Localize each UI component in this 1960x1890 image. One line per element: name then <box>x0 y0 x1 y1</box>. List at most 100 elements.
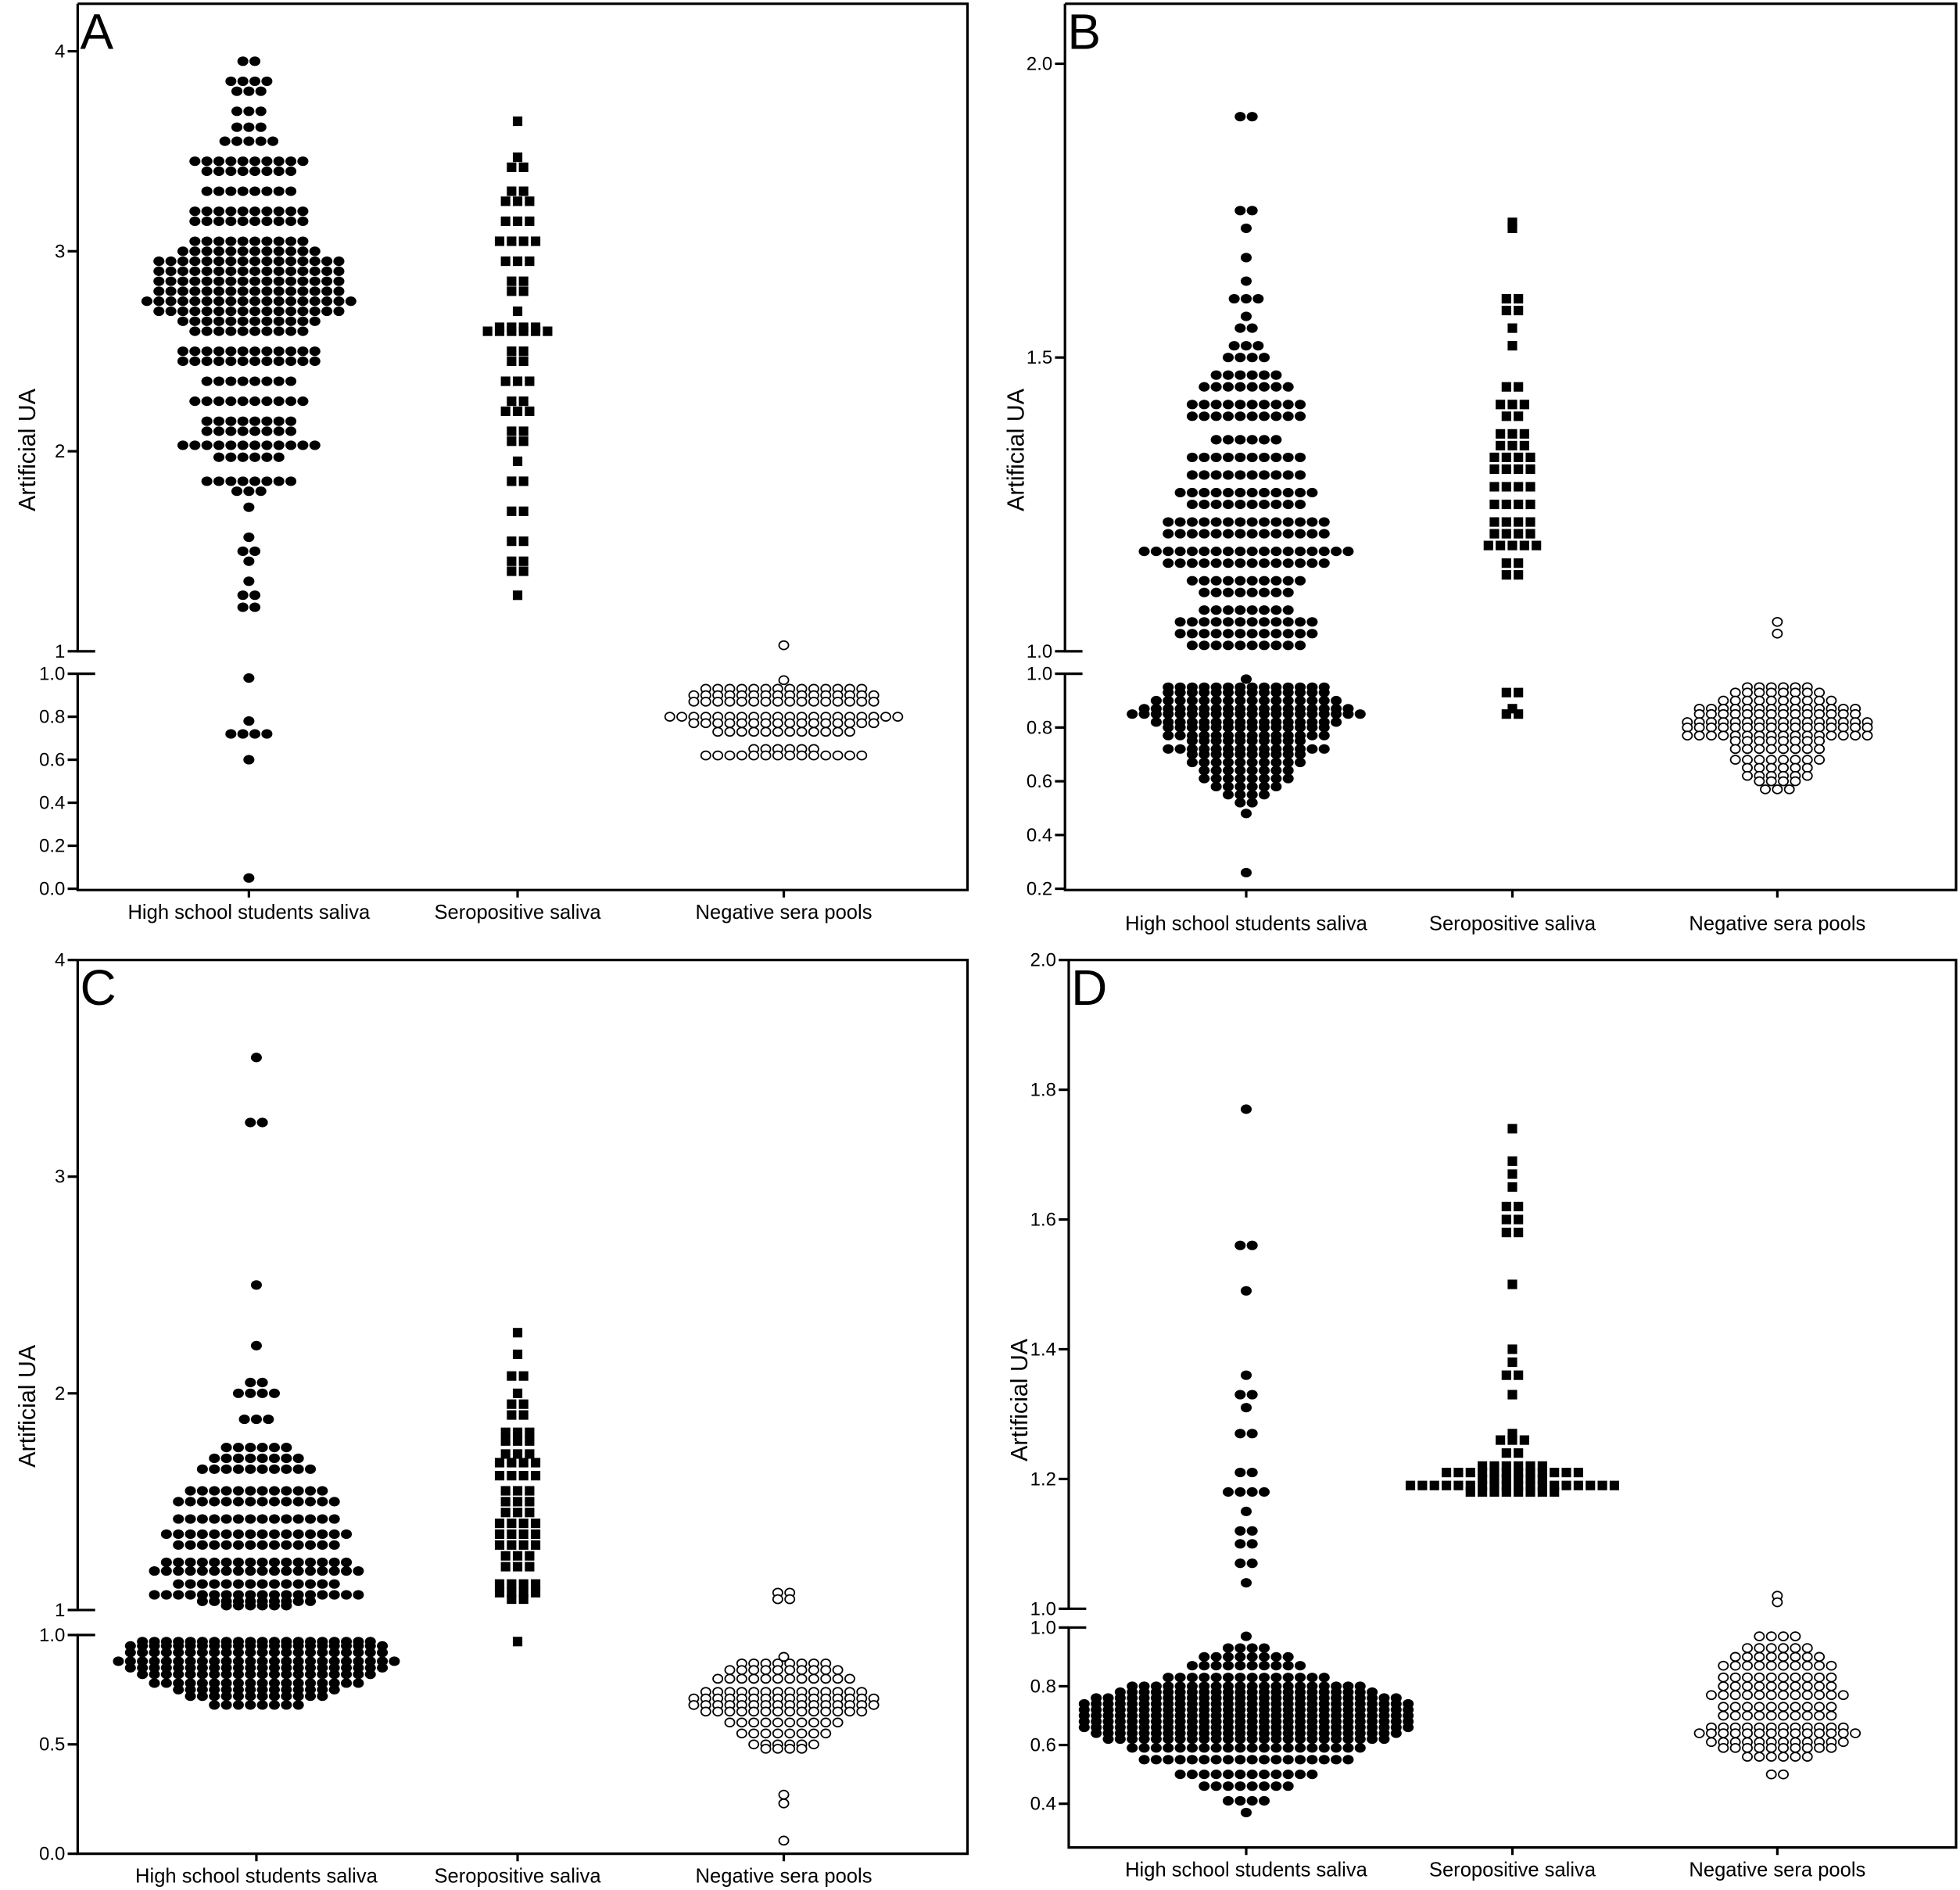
data-point <box>1514 709 1524 719</box>
data-point <box>1234 435 1246 445</box>
data-point <box>500 1427 511 1437</box>
data-point <box>1234 709 1246 719</box>
data-point <box>1163 744 1174 754</box>
y-tick-label: 3 <box>55 1167 65 1188</box>
data-point <box>196 1641 208 1651</box>
data-point <box>1186 400 1198 410</box>
data-point <box>196 1669 208 1680</box>
data-point <box>268 1540 280 1550</box>
data-point <box>1765 1690 1777 1701</box>
data-point <box>201 316 213 326</box>
data-point <box>1222 757 1234 768</box>
data-point <box>1282 470 1294 480</box>
data-point <box>832 697 844 707</box>
y-tick-label: 0.8 <box>39 707 65 728</box>
data-point <box>1222 781 1234 792</box>
data-point <box>377 1662 389 1673</box>
y-tick-label: 1.8 <box>1030 1080 1056 1101</box>
data-point <box>1282 411 1294 421</box>
data-point <box>245 1497 256 1507</box>
data-point <box>1390 1728 1402 1738</box>
data-point <box>1729 1660 1741 1671</box>
data-point <box>1525 517 1535 527</box>
data-point <box>261 316 273 326</box>
data-point <box>249 266 261 276</box>
data-point <box>1501 529 1511 539</box>
data-point <box>1778 1690 1789 1701</box>
data-point <box>261 729 273 739</box>
data-point <box>196 1678 208 1688</box>
data-point <box>285 156 297 167</box>
data-point <box>530 1529 541 1540</box>
data-point <box>1199 400 1210 410</box>
data-point <box>1240 1578 1252 1588</box>
data-point <box>1295 1734 1306 1745</box>
data-point <box>1507 223 1517 233</box>
data-point <box>364 1641 376 1651</box>
data-point <box>1765 1743 1777 1753</box>
data-point <box>1850 723 1861 733</box>
data-point <box>1210 1673 1222 1683</box>
data-point <box>868 1700 880 1710</box>
data-point <box>281 1579 292 1589</box>
data-point <box>1234 1468 1246 1478</box>
data-point <box>268 1700 280 1710</box>
series-high-school-students-saliva <box>1127 112 1366 878</box>
data-point <box>1282 773 1294 784</box>
data-point <box>256 1443 268 1453</box>
data-point <box>1718 723 1729 733</box>
y-tick-label: 2.0 <box>1030 950 1056 971</box>
y-tick-label: 0.2 <box>1027 879 1052 900</box>
data-point <box>1210 687 1222 698</box>
data-point <box>1270 1770 1282 1780</box>
data-point <box>237 346 249 357</box>
data-point <box>281 1557 292 1568</box>
data-point <box>820 1673 832 1684</box>
data-point <box>1814 1702 1826 1712</box>
data-point <box>304 1529 317 1540</box>
data-point <box>1186 517 1198 527</box>
data-point <box>1210 1743 1222 1753</box>
data-point <box>772 1665 783 1675</box>
data-point <box>1501 452 1511 462</box>
series-negative-sera-pools <box>688 1587 880 1846</box>
data-point <box>1754 762 1765 773</box>
y-axis-label: Artificial UA <box>1003 388 1029 511</box>
data-point <box>353 1656 364 1666</box>
data-point <box>525 1486 535 1496</box>
data-point <box>1234 723 1246 733</box>
data-point <box>245 1641 256 1651</box>
data-point <box>1501 1228 1511 1238</box>
data-point <box>856 1706 868 1717</box>
data-point <box>281 1540 292 1550</box>
data-point <box>688 1700 700 1710</box>
data-point <box>256 1648 268 1658</box>
data-point <box>173 1557 185 1568</box>
data-point <box>249 476 261 486</box>
data-point <box>1682 730 1693 741</box>
data-point <box>1742 770 1753 781</box>
data-point <box>1742 687 1753 698</box>
data-point <box>285 416 297 426</box>
data-point <box>832 1673 844 1684</box>
data-point <box>1258 382 1270 392</box>
data-point <box>220 1443 232 1453</box>
data-point <box>1210 1755 1222 1765</box>
data-point <box>1246 790 1258 800</box>
data-point <box>185 1486 196 1496</box>
data-point <box>232 1464 244 1474</box>
data-point <box>1801 1681 1813 1691</box>
data-point <box>1234 1661 1246 1671</box>
data-point <box>1270 1673 1282 1683</box>
data-point <box>268 1590 280 1600</box>
data-point <box>1163 1673 1174 1683</box>
data-point <box>772 1706 783 1717</box>
data-point <box>512 152 523 163</box>
data-point <box>201 440 213 450</box>
data-point <box>1186 687 1198 698</box>
data-point <box>507 556 517 566</box>
data-point <box>1537 1487 1547 1497</box>
data-point <box>292 1669 304 1680</box>
data-point <box>1210 640 1222 651</box>
data-point <box>177 346 188 357</box>
